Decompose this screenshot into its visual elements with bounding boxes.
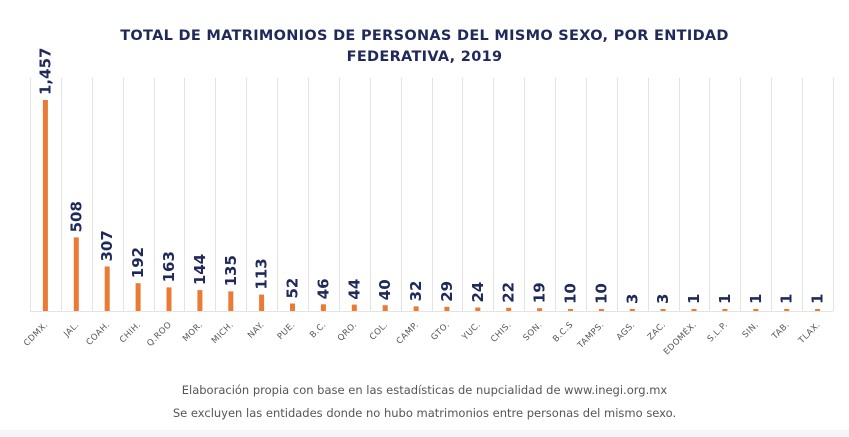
data-label: 1 xyxy=(747,294,765,304)
chart-title: TOTAL DE MATRIMONIOS DE PERSONAS DEL MIS… xyxy=(0,26,849,68)
data-label: 29 xyxy=(438,281,456,302)
bar[interactable] xyxy=(784,309,790,311)
data-label: 40 xyxy=(376,279,394,300)
bar[interactable] xyxy=(691,309,697,311)
data-label: 1 xyxy=(778,294,796,304)
bar[interactable] xyxy=(382,305,388,311)
data-label: 135 xyxy=(222,255,240,286)
bar[interactable] xyxy=(42,100,48,311)
x-tick-label: MOR. xyxy=(181,320,205,344)
bar[interactable] xyxy=(444,306,450,311)
bar[interactable] xyxy=(135,283,141,311)
x-tick-label: COL. xyxy=(368,320,390,342)
x-tick-label: JAL. xyxy=(61,320,81,340)
x-tick-label: COAH. xyxy=(85,320,113,348)
exclusion-footnote: Se excluyen las entidades donde no hubo … xyxy=(172,406,677,420)
bar[interactable] xyxy=(73,237,79,311)
x-tick-label: B.C.S xyxy=(551,320,575,344)
bar[interactable] xyxy=(506,307,512,311)
x-tick-label: YUC. xyxy=(460,320,483,343)
bar[interactable] xyxy=(475,307,481,312)
bar[interactable] xyxy=(351,304,357,311)
data-label: 144 xyxy=(191,254,209,285)
x-tick-label: TAMPS. xyxy=(575,320,606,351)
data-label: 1 xyxy=(809,294,827,304)
x-tick-label: B.C. xyxy=(308,320,328,340)
data-label: 307 xyxy=(98,230,116,261)
x-tick-label: EDOMÉX. xyxy=(660,319,699,358)
x-tick-label: CAMP. xyxy=(395,320,422,347)
source-footnote: Elaboración propia con base en las estad… xyxy=(181,383,668,397)
data-label: 24 xyxy=(469,282,487,303)
x-tick-label: TAB. xyxy=(770,320,792,342)
data-label: 32 xyxy=(407,281,425,302)
data-label: 508 xyxy=(67,201,85,232)
x-tick-label: ZAC. xyxy=(646,320,668,342)
data-label: 113 xyxy=(253,258,271,289)
bar[interactable] xyxy=(320,304,326,311)
chart-title-line-2: FEDERATIVA, 2019 xyxy=(346,49,503,65)
data-label: 1 xyxy=(685,294,703,304)
x-tick-label: CDMX. xyxy=(22,320,51,349)
x-tick-label: GTO. xyxy=(429,320,452,343)
bar[interactable] xyxy=(537,308,543,311)
bar[interactable] xyxy=(753,309,759,311)
data-label: 3 xyxy=(654,294,672,304)
x-tick-label: SON. xyxy=(522,320,545,343)
x-tick-label: S.L.P. xyxy=(706,320,730,344)
x-tick-label: NAY. xyxy=(246,320,267,341)
bar[interactable] xyxy=(228,291,234,311)
data-label: 3 xyxy=(623,294,641,304)
bar[interactable] xyxy=(629,309,635,311)
bar[interactable] xyxy=(290,303,295,312)
x-tick-label: MICH. xyxy=(210,320,236,346)
bar[interactable] xyxy=(598,309,604,311)
data-label: 46 xyxy=(314,278,332,299)
bar[interactable] xyxy=(660,309,666,311)
data-label: 1 xyxy=(716,294,734,304)
data-label: 192 xyxy=(129,247,147,278)
x-tick-label: PUE. xyxy=(276,320,298,342)
x-tick-label: AGS. xyxy=(615,320,638,343)
bar[interactable] xyxy=(197,290,203,311)
data-label: 22 xyxy=(500,282,518,303)
chart-title-line-1: TOTAL DE MATRIMONIOS DE PERSONAS DEL MIS… xyxy=(120,28,729,44)
data-label: 10 xyxy=(562,283,580,304)
x-tick-label: CHIS. xyxy=(489,320,514,345)
x-tick-label: SIN. xyxy=(741,320,761,340)
bar[interactable] xyxy=(104,266,110,312)
bar[interactable] xyxy=(568,309,573,311)
data-label: 44 xyxy=(345,279,363,300)
bar[interactable] xyxy=(413,306,419,311)
data-label: 10 xyxy=(592,283,610,304)
x-tick-label: QRO. xyxy=(336,320,360,344)
bar[interactable] xyxy=(259,294,265,311)
bar[interactable] xyxy=(166,287,172,311)
data-label: 19 xyxy=(531,282,549,303)
data-label: 163 xyxy=(160,251,178,282)
bar[interactable] xyxy=(722,309,728,311)
x-tick-label: Q.ROO xyxy=(145,320,174,349)
bar[interactable] xyxy=(815,309,821,311)
x-tick-label: TLAX. xyxy=(796,320,822,346)
data-label: 1,457 xyxy=(36,48,54,95)
data-label: 52 xyxy=(284,278,302,299)
bottom-band xyxy=(0,430,849,437)
x-tick-label: CHIH. xyxy=(118,320,143,345)
